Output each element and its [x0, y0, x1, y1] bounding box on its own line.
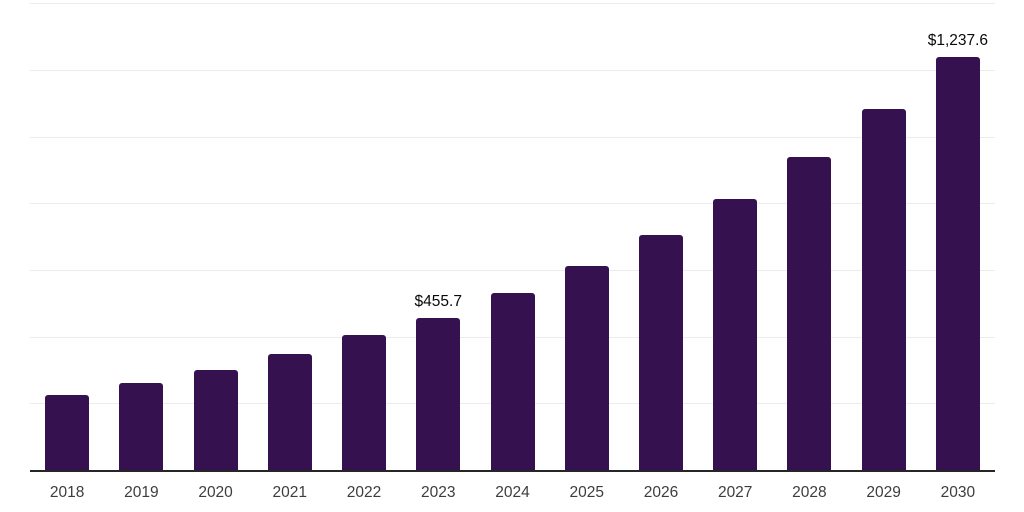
x-tick-label-2020: 2020 [198, 484, 233, 501]
gridline [30, 203, 995, 205]
bar-2030 [935, 57, 980, 470]
bar-2028 [787, 157, 832, 470]
bar-2019 [119, 382, 164, 470]
bar-2018 [45, 395, 90, 470]
x-tick-label-2021: 2021 [272, 484, 308, 501]
gridline [30, 270, 995, 271]
bar-2027 [713, 199, 758, 470]
x-tick-label-2029: 2029 [866, 484, 901, 501]
x-tick-label-2025: 2025 [569, 484, 604, 501]
x-tick-label-2027: 2027 [717, 484, 753, 501]
value-label-2023: $455.7 [414, 293, 462, 311]
x-tick-label-2024: 2024 [495, 484, 530, 501]
bar-2025 [564, 266, 609, 470]
x-tick-label-2028: 2028 [792, 484, 827, 501]
value-label-2030: $1,237.6 [927, 32, 989, 50]
bar-2029 [861, 109, 906, 470]
x-tick-label-2018: 2018 [49, 484, 85, 501]
bar-2020 [193, 369, 238, 470]
bar-2026 [638, 235, 683, 470]
gridline [30, 70, 995, 71]
bar-2022 [342, 335, 387, 470]
gridline [30, 136, 995, 138]
bar-2024 [490, 293, 535, 470]
x-tick-label-2023: 2023 [421, 484, 456, 501]
x-axis-line [30, 470, 995, 472]
x-tick-label-2030: 2030 [940, 484, 976, 501]
bar-2023 [416, 318, 461, 470]
gridline [30, 3, 995, 5]
x-tick-label-2022: 2022 [346, 484, 382, 501]
x-tick-label-2026: 2026 [643, 484, 679, 501]
x-tick-label-2019: 2019 [124, 484, 159, 501]
bar-2021 [267, 353, 312, 470]
